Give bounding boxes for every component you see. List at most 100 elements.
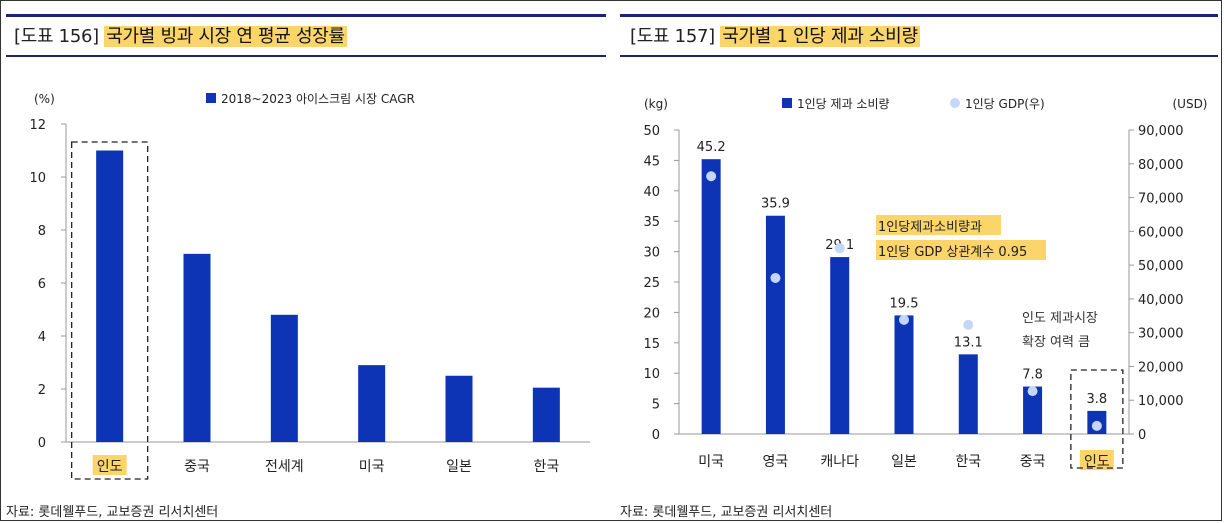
bar-일본 [894,315,914,434]
right-figure-title: 국가별 1 인당 제과 소비량 [720,26,920,47]
x-category-label: 한국 [955,454,981,470]
right-tick-label: 30,000 [1138,327,1184,342]
x-category-label: 중국 [1020,454,1046,470]
highlight-label-bg [1079,450,1114,470]
data-label: 3.8 [1087,392,1108,407]
legend-label-bar: 1인당 제과 소비량 [797,97,890,111]
left-tick-label: 30 [643,246,660,261]
x-category-label: 한국 [533,459,559,475]
right-tick-label: 90,000 [1138,124,1184,139]
bar-한국 [532,387,560,442]
left-tick-label: 50 [643,124,660,139]
left-tick-label: 45 [643,154,660,169]
right-tick-label: 40,000 [1138,293,1184,308]
x-category-label: 인도 [1084,454,1110,470]
y-tick-label: 6 [38,277,46,292]
left-tick-label: 20 [643,306,660,321]
right-source-note: 자료: 롯데웰푸드, 교보증권 리서치센터 [620,505,833,520]
y-tick-label: 2 [38,383,46,398]
data-label: 13.1 [954,335,983,350]
gdp-dot-미국 [706,171,717,182]
bar-캐나다 [830,257,850,434]
left-tick-label: 25 [643,276,660,291]
bar-전세계 [270,314,298,442]
annotation-correlation-bg-2 [876,240,1046,260]
right-panel: [도표 157] 국가별 1 인당 제과 소비량 (kg) (USD) 1인당 제과… [612,0,1224,523]
x-category-label: 인도 [97,459,123,475]
x-category-label: 일본 [891,454,917,470]
right-figure-heading: [도표 157] 국가별 1 인당 제과 소비량 [630,22,920,48]
gdp-dot-인도 [1091,420,1102,431]
bar-미국 [358,365,386,442]
annotation-correlation-line2: 1인당 GDP 상관계수 0.95 [878,245,1027,260]
legend-label-dot: 1인당 GDP(우) [965,97,1045,111]
right-tick-label: 20,000 [1138,360,1184,375]
y-tick-label: 10 [29,171,46,186]
legend-label: 2018~2023 아이스크림 시장 CAGR [221,92,415,106]
annotation-correlation-line1: 1인당제과소비량과 [878,220,982,235]
data-label: 45.2 [697,140,726,155]
left-axis-unit: (kg) [644,97,668,111]
x-category-label: 미국 [359,459,385,475]
y-tick-label: 12 [29,118,46,133]
right-chart: (kg) (USD) 1인당 제과 소비량 1인당 GDP(우) 0 5 10 15 20 25 3… [643,97,1208,470]
right-figure-number: [도표 157] [630,26,715,47]
right-tick-label: 0 [1138,428,1146,443]
right-title-underline [620,55,1218,57]
left-tick-label: 0 [652,428,660,443]
gdp-dot-한국 [963,319,974,330]
gdp-dot-영국 [770,272,781,283]
gdp-dot-중국 [1027,386,1038,397]
annotation-india-line2: 확장 여력 큼 [1022,335,1090,350]
left-title-bar [6,14,606,17]
annotation-india-line1: 인도 제과시장 [1022,311,1098,326]
bar-중국 [1023,386,1043,434]
right-tick-label: 10,000 [1138,394,1184,409]
left-tick-label: 5 [652,398,660,413]
legend-swatch-dot [950,98,960,108]
bar-미국 [701,159,721,434]
y-tick-label: 4 [38,330,46,345]
right-tick-label: 50,000 [1138,259,1184,274]
x-category-label: 중국 [184,459,210,475]
left-tick-label: 15 [643,337,660,352]
data-label: 35.9 [761,197,790,212]
gdp-dot-일본 [899,314,909,325]
left-figure-title: 국가별 빙과 시장 연 평균 성장률 [104,26,347,47]
bar-일본 [445,375,473,442]
left-source-note: 자료: 롯데웰푸드, 교보증권 리서치센터 [6,505,219,520]
bar-영국 [765,215,785,434]
left-figure-number: [도표 156] [14,26,99,47]
y-tick-label: 8 [38,224,46,239]
x-category-label: 미국 [698,454,724,470]
legend-swatch-bar [782,98,792,108]
x-category-label: 캐나다 [820,454,859,470]
highlight-label-bg [92,455,127,475]
left-tick-label: 35 [643,215,660,230]
right-title-bar [620,14,1218,17]
right-axis-unit: (USD) [1172,97,1207,111]
legend-swatch [206,93,216,103]
bar-한국 [958,354,978,434]
left-chart: (%) 2018~2023 아이스크림 시장 CAGR 0 2 4 6 8 10 12 인도 중국 전… [29,92,590,480]
right-tick-label: 80,000 [1138,158,1184,173]
left-panel: [도표 156] 국가별 빙과 시장 연 평균 성장률 (%) 2018~2023… [6,14,606,520]
data-label: 19.5 [890,296,919,311]
left-tick-label: 40 [643,185,660,200]
x-category-label: 일본 [446,459,472,475]
x-category-label: 전세계 [265,459,304,475]
data-label: 7.8 [1022,368,1043,383]
right-tick-label: 60,000 [1138,225,1184,240]
annotation-correlation-bg-1 [876,215,1001,235]
y-axis-unit: (%) [34,92,55,106]
x-category-label: 영국 [763,454,789,470]
bar-중국 [183,253,211,442]
highlight-dashed-box [71,141,149,480]
left-tick-label: 10 [643,367,660,382]
gdp-dot-캐나다 [834,243,845,254]
right-tick-label: 70,000 [1138,192,1184,207]
y-tick-label: 0 [38,436,46,451]
bar-인도 [96,150,124,442]
left-figure-heading: [도표 156] 국가별 빙과 시장 연 평균 성장률 [14,22,347,48]
